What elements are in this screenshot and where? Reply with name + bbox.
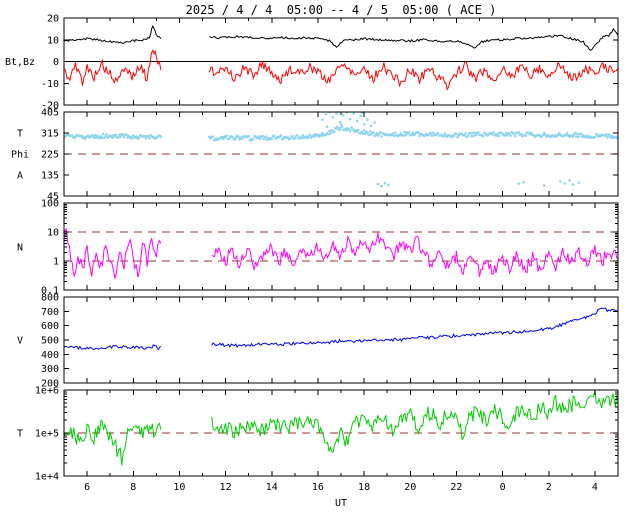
svg-text:T: T [17,129,23,140]
svg-text:700: 700 [41,307,59,318]
svg-text:0: 0 [53,57,59,68]
svg-text:20: 20 [47,14,59,25]
svg-text:1e+6: 1e+6 [35,386,59,397]
svg-text:800: 800 [41,293,59,304]
svg-text:-20: -20 [41,101,59,112]
svg-text:4: 4 [592,482,598,493]
svg-text:200: 200 [41,379,59,390]
svg-text:1e+5: 1e+5 [35,429,59,440]
svg-text:16: 16 [312,482,324,493]
svg-text:T: T [17,429,23,440]
svg-text:225: 225 [41,150,59,161]
svg-text:10: 10 [47,35,59,46]
svg-text:2: 2 [546,482,552,493]
svg-text:UT: UT [335,498,347,509]
svg-text:6: 6 [84,482,90,493]
svg-text:500: 500 [41,336,59,347]
svg-text:400: 400 [41,350,59,361]
svg-text:22: 22 [450,482,462,493]
svg-text:100: 100 [41,199,59,210]
svg-text:Phi: Phi [11,150,29,161]
svg-text:N: N [17,243,23,254]
svg-text:0.1: 0.1 [41,286,59,297]
svg-text:10: 10 [173,482,185,493]
svg-text:18: 18 [358,482,370,493]
plot-title: 2025 / 4 / 4 05:00 -- 4 / 5 05:00 ( ACE … [185,3,497,17]
svg-text:300: 300 [41,364,59,375]
svg-text:-10: -10 [41,79,59,90]
svg-text:10: 10 [47,228,59,239]
svg-text:315: 315 [41,129,59,140]
svg-text:8: 8 [130,482,136,493]
svg-text:1e+4: 1e+4 [35,472,59,483]
svg-text:Bt,Bz: Bt,Bz [5,57,35,68]
svg-text:135: 135 [41,171,59,182]
svg-text:12: 12 [220,482,232,493]
svg-text:V: V [17,336,23,347]
svg-text:405: 405 [41,108,59,119]
svg-text:14: 14 [266,482,278,493]
svg-text:600: 600 [41,321,59,332]
svg-text:A: A [17,171,23,182]
svg-text:1: 1 [53,257,59,268]
svg-text:45: 45 [47,192,59,203]
svg-text:0: 0 [500,482,506,493]
svg-text:20: 20 [404,482,416,493]
